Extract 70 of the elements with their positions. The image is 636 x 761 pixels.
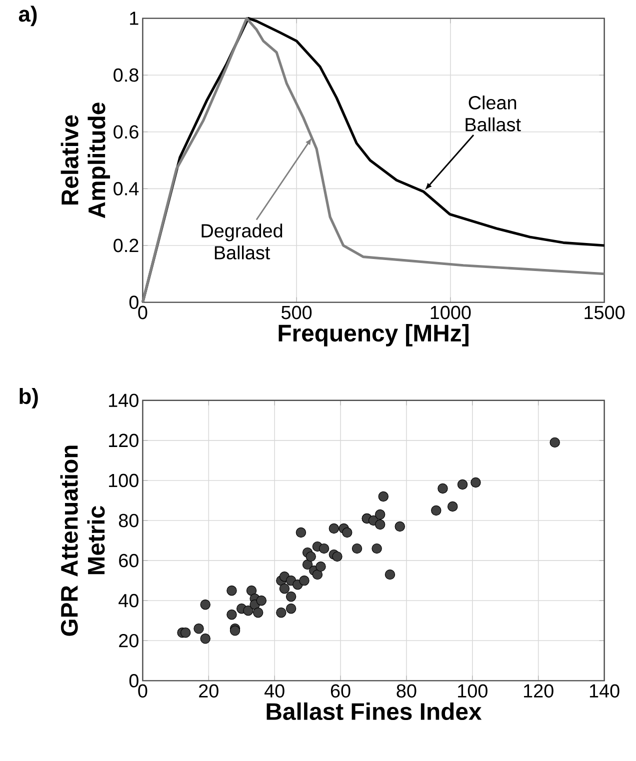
y-tick-label: 0.8: [114, 68, 138, 82]
point: [296, 527, 306, 538]
point: [342, 527, 352, 538]
x-tick-label: 60: [330, 684, 350, 698]
point: [374, 519, 386, 530]
point: [394, 521, 405, 532]
point: [200, 600, 210, 610]
x-tick-label: 1000: [430, 306, 471, 320]
point: [372, 543, 382, 554]
text: a): [18, 6, 37, 26]
y-tick-label: 20: [119, 634, 138, 648]
point: [352, 543, 362, 554]
point: [316, 561, 326, 572]
point: [448, 501, 458, 512]
point: [253, 608, 264, 618]
x-tick-label: 20: [199, 684, 218, 698]
point: [457, 479, 468, 490]
point: [470, 477, 481, 488]
y-tick-label: 0.4: [114, 182, 139, 196]
y-tick-label: 0.2: [114, 238, 138, 252]
y-tick-label: 100: [109, 474, 138, 488]
point: [243, 606, 254, 616]
y-tick-label: 0: [129, 296, 138, 309]
x-tick-label: 0: [138, 306, 148, 320]
point: [286, 604, 296, 614]
point: [180, 628, 191, 638]
x-tick-label: 80: [396, 684, 416, 698]
y-tick-label: 0: [129, 674, 138, 688]
point: [256, 596, 266, 606]
text: b): [20, 388, 38, 408]
x-axis-title: Frequency [MHz]: [278, 324, 468, 346]
x-tick-label: 140: [590, 684, 620, 698]
point: [312, 569, 323, 580]
point: [200, 634, 210, 644]
x-tick-label: 500: [282, 306, 312, 320]
point: [226, 585, 237, 596]
point: [306, 551, 316, 562]
point: [246, 585, 257, 596]
point: [318, 543, 330, 554]
x-tick-label: 1500: [584, 306, 625, 320]
annotation: Clean Ballast: [466, 96, 521, 132]
x-axis-title: Ballast Fines Index: [266, 702, 482, 720]
y-tick-label: 0.6: [114, 125, 138, 139]
point: [226, 610, 237, 620]
point: [299, 575, 310, 586]
point: [438, 483, 448, 494]
y-tick-label: 60: [119, 554, 138, 568]
point: [332, 551, 342, 562]
point: [276, 608, 286, 618]
point: [378, 491, 388, 502]
point: [279, 583, 290, 594]
y-axis-title: GPR Attenuation Metric: [60, 446, 105, 636]
point: [286, 592, 296, 602]
y-tick-label: 40: [118, 594, 138, 608]
point: [550, 437, 560, 448]
point: [194, 624, 204, 634]
y-axis-title: Relative Amplitude: [60, 102, 110, 218]
y-tick-label: 120: [109, 434, 138, 448]
y-tick-label: 80: [118, 514, 138, 528]
point: [431, 505, 442, 516]
point: [374, 509, 386, 520]
y-tick-label: 1: [130, 12, 138, 25]
x-tick-label: 0: [138, 684, 148, 698]
point: [384, 569, 396, 580]
x-tick-label: 40: [264, 684, 284, 698]
x-tick-label: 120: [524, 684, 554, 698]
point: [328, 523, 340, 534]
annotation: Degraded Ballast: [202, 224, 282, 260]
x-tick-label: 100: [458, 684, 488, 698]
y-tick-label: 140: [109, 394, 138, 408]
